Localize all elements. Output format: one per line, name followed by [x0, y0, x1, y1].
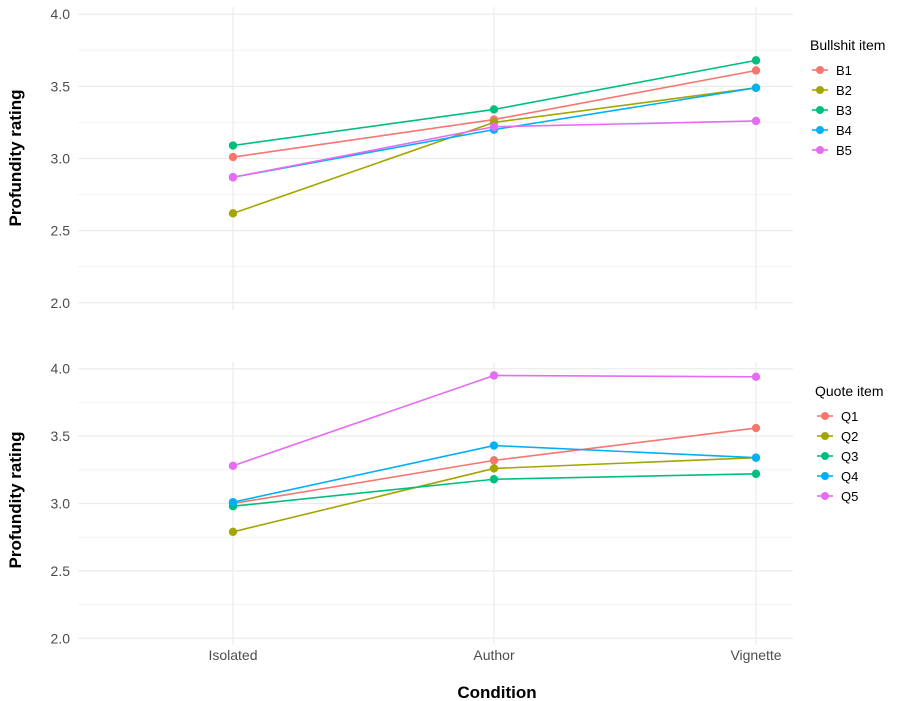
legend-key-point: [821, 452, 829, 460]
data-point-Q1: [751, 423, 761, 433]
y-tick-label: 4.0: [51, 361, 71, 377]
legend-item-B2: B2: [812, 83, 852, 98]
legend-item-B3: B3: [812, 103, 852, 118]
legend-label: Q3: [841, 449, 858, 464]
legend: Bullshit item B1 B2 B3 B4 B5: [810, 37, 885, 158]
data-point-Q2: [228, 527, 238, 536]
legend-item-Q1: Q1: [817, 409, 858, 424]
legend-key-point: [816, 106, 824, 114]
legend-key-point: [816, 146, 824, 154]
data-point-B3: [751, 56, 761, 65]
legend-key-point: [821, 412, 829, 420]
legend-label: Q1: [841, 409, 858, 424]
data-point-Q1: [489, 456, 499, 465]
data-point-B4: [751, 83, 761, 93]
y-tick-label: 2.0: [51, 295, 71, 311]
data-point-B3: [228, 141, 238, 150]
data-point-B1: [751, 66, 761, 75]
legend-item-B1: B1: [812, 63, 852, 78]
data-point-B1: [228, 152, 238, 162]
y-tick-label: 2.0: [51, 630, 71, 646]
data-point-B5: [228, 173, 238, 182]
legend-item-Q4: Q4: [817, 469, 858, 484]
data-point-B3: [489, 105, 499, 114]
x-tick-label: Vignette: [730, 647, 781, 663]
legend-key-point: [816, 66, 824, 74]
y-axis-title: Profundity rating: [6, 432, 25, 569]
legend-item-Q2: Q2: [817, 429, 858, 444]
data-point-Q4: [751, 453, 761, 462]
data-point-B5: [489, 122, 499, 131]
legend-key-point: [816, 86, 824, 94]
chart-panel-1: 2.0 2.5 3.0 3.5 4.0 Profundity rating Bullshit…: [6, 6, 885, 311]
data-point-B2: [228, 209, 238, 218]
data-point-Q5: [228, 461, 238, 470]
x-tick-label: Author: [473, 647, 515, 663]
x-tick-label: Isolated: [208, 647, 257, 663]
legend: Quote item Q1 Q2 Q3 Q4 Q5: [815, 383, 883, 504]
legend-key-point: [821, 492, 829, 500]
data-point-B5: [751, 116, 761, 126]
y-tick-label: 3.5: [51, 428, 71, 444]
data-point-Q4: [228, 497, 238, 507]
data-point-Q2: [489, 464, 499, 473]
y-axis-title: Profundity rating: [6, 90, 25, 227]
legend-label: B2: [836, 83, 852, 98]
legend-label: B3: [836, 103, 852, 118]
legend-label: B4: [836, 123, 852, 138]
y-tick-label: 3.0: [51, 496, 71, 512]
legend-label: B1: [836, 63, 852, 78]
y-tick-label: 4.0: [51, 6, 71, 22]
data-point-Q3: [489, 475, 499, 484]
data-point-Q3: [751, 469, 761, 479]
legend-item-Q5: Q5: [817, 489, 858, 504]
legend-item-Q3: Q3: [817, 449, 858, 464]
legend-key-point: [816, 126, 824, 134]
legend-title: Quote item: [815, 383, 883, 399]
y-tick-label: 3.0: [51, 151, 71, 167]
legend-label: B5: [836, 143, 852, 158]
data-point-Q4: [489, 441, 499, 450]
data-point-Q5: [489, 371, 499, 380]
legend-label: Q4: [841, 469, 858, 484]
legend-item-B5: B5: [812, 143, 852, 158]
legend-label: Q5: [841, 489, 858, 504]
y-tick-label: 2.5: [51, 223, 71, 239]
panels: 2.0 2.5 3.0 3.5 4.0 Profundity rating Bullshit…: [6, 6, 885, 663]
legend-label: Q2: [841, 429, 858, 444]
x-axis-title: Condition: [457, 683, 536, 701]
y-tick-label: 2.5: [51, 563, 71, 579]
y-tick-label: 3.5: [51, 78, 71, 94]
legend-key-point: [821, 432, 829, 440]
legend-item-B4: B4: [812, 123, 852, 138]
legend-key-point: [821, 472, 829, 480]
data-point-Q5: [751, 372, 761, 382]
legend-title: Bullshit item: [810, 37, 885, 53]
chart-panel-2: 2.0 2.5 3.0 3.5 4.0 Profundity rating Isolated…: [6, 361, 883, 663]
